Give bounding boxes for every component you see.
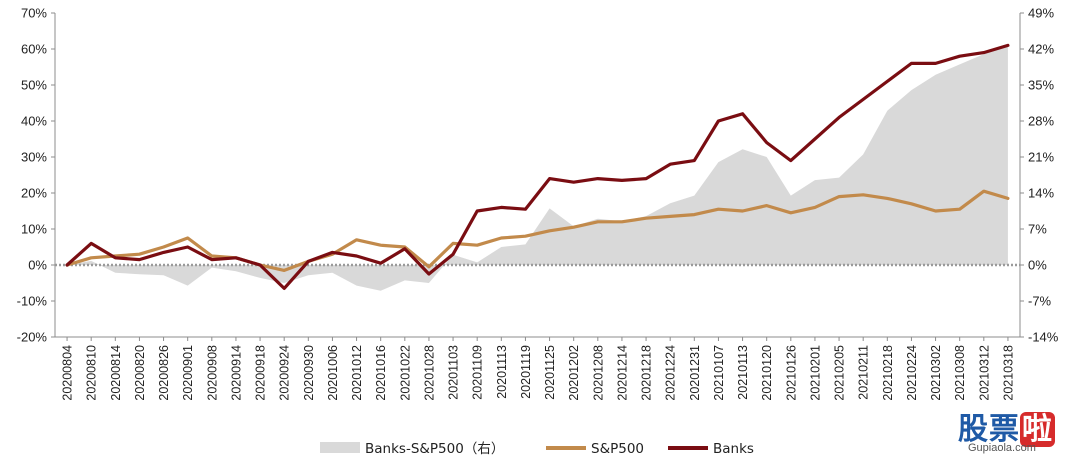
x-tick-label: 20210201	[808, 345, 822, 401]
x-tick-label: 20210205	[833, 345, 847, 401]
x-tick-label: 20201202	[567, 345, 581, 401]
x-tick-label: 20200814	[109, 345, 123, 401]
x-tick-label: 20201109	[471, 345, 485, 400]
watermark-char-2: 票	[989, 412, 1020, 447]
legend-label: S&P500	[591, 441, 644, 457]
x-tick-label: 20201224	[664, 345, 678, 401]
y-tick-left-label: 20%	[21, 186, 47, 201]
x-tick-label: 20200914	[229, 345, 243, 401]
x-tick-label: 20210211	[857, 345, 871, 400]
x-tick-label: 20201113	[495, 345, 509, 399]
y-tick-left-label: 50%	[21, 78, 47, 93]
x-tick-label: 20210107	[712, 345, 726, 401]
x-tick-label: 20201218	[640, 345, 654, 401]
y-tick-right-label: 7%	[1028, 222, 1047, 237]
y-tick-left-label: 40%	[21, 114, 47, 129]
y-tick-left-label: 60%	[21, 42, 47, 57]
x-tick-label: 20201022	[398, 345, 412, 401]
y-tick-right-label: 35%	[1028, 78, 1054, 93]
y-tick-left-label: -20%	[17, 330, 48, 345]
x-tick-label: 20200826	[157, 345, 171, 401]
x-tick-label: 20210308	[953, 345, 967, 401]
area-layer	[67, 43, 1008, 291]
x-tick-label: 20210224	[905, 345, 919, 401]
legend-item-banks-spread: Banks-S&P500（右）	[320, 441, 504, 457]
x-axis-ticks: 20200804 20200810 20200814 20200820 20200826…	[61, 345, 1016, 401]
legend-swatch	[320, 442, 360, 453]
x-tick-label: 20210126	[784, 345, 798, 401]
x-tick-label: 20201103	[447, 345, 461, 400]
x-tick-label: 20201012	[350, 345, 364, 401]
y-tick-right-label: 14%	[1028, 186, 1054, 201]
x-tick-label: 20201231	[688, 345, 702, 401]
y-tick-left-label: 10%	[21, 222, 47, 237]
y-tick-right-label: -7%	[1028, 294, 1052, 309]
watermark-cn: 股票啦	[958, 404, 1055, 448]
y-tick-left-label: 0%	[28, 258, 47, 273]
x-tick-label: 20210113	[736, 345, 750, 400]
y-axis-right-ticks: 49% 42% 35% 28% 21% 14% 7% 0% -7% -14%	[1028, 6, 1059, 345]
x-tick-label: 20210312	[977, 345, 991, 401]
y-tick-right-label: 49%	[1028, 6, 1054, 21]
watermark-char-3: 啦	[1020, 412, 1055, 447]
x-tick-label: 20210120	[760, 345, 774, 401]
y-tick-left-label: 70%	[21, 6, 47, 21]
legend: Banks-S&P500（右） S&P500 Banks	[320, 441, 754, 457]
legend-item-sp500: S&P500	[546, 441, 644, 457]
x-tick-label: 20200908	[205, 345, 219, 401]
x-tick-label: 20200901	[181, 345, 195, 401]
y-tick-right-label: 21%	[1028, 150, 1054, 165]
watermark-logo: 股票啦 Gupiaola.com	[958, 404, 1074, 458]
x-tick-label: 20201006	[326, 345, 340, 401]
x-tick-label: 20201119	[519, 345, 533, 399]
x-tick-label: 20201214	[615, 345, 629, 401]
series-area-banks-spread	[67, 43, 1008, 291]
legend-label: Banks-S&P500（右）	[365, 441, 504, 457]
x-tick-label: 20201016	[374, 345, 388, 401]
x-tick-label: 20201028	[422, 345, 436, 401]
x-tick-label: 20210302	[929, 345, 943, 401]
y-axis-left-ticks: 70% 60% 50% 40% 30% 20% 10% 0% -10% -20%	[17, 6, 48, 345]
x-tick-label: 20200804	[61, 345, 75, 401]
x-tick-label: 20200810	[85, 345, 99, 401]
series-line-banks	[65, 43, 1010, 290]
y-tick-left-label: 30%	[21, 150, 47, 165]
x-tick-label: 20201125	[543, 345, 557, 400]
y-tick-right-label: 0%	[1028, 258, 1047, 273]
watermark-url: Gupiaola.com	[968, 442, 1036, 454]
legend-label: Banks	[713, 441, 754, 457]
x-tick-label: 20200924	[278, 345, 292, 401]
watermark-char-1: 股	[958, 412, 989, 447]
y-tick-right-label: 28%	[1028, 114, 1054, 129]
legend-item-banks: Banks	[668, 441, 754, 457]
x-tick-label: 20210218	[881, 345, 895, 401]
x-tick-label: 20200930	[302, 345, 316, 401]
axes-layer	[51, 12, 1024, 341]
x-tick-label: 20210318	[1001, 345, 1015, 401]
x-tick-label: 20201208	[591, 345, 605, 401]
series-line-sp500	[65, 189, 1010, 272]
x-tick-label: 20200918	[254, 345, 268, 401]
line-layer	[65, 43, 1010, 290]
y-tick-right-label: -14%	[1028, 330, 1059, 345]
y-tick-left-label: -10%	[17, 294, 48, 309]
y-tick-right-label: 42%	[1028, 42, 1054, 57]
x-tick-label: 20200820	[133, 345, 147, 401]
